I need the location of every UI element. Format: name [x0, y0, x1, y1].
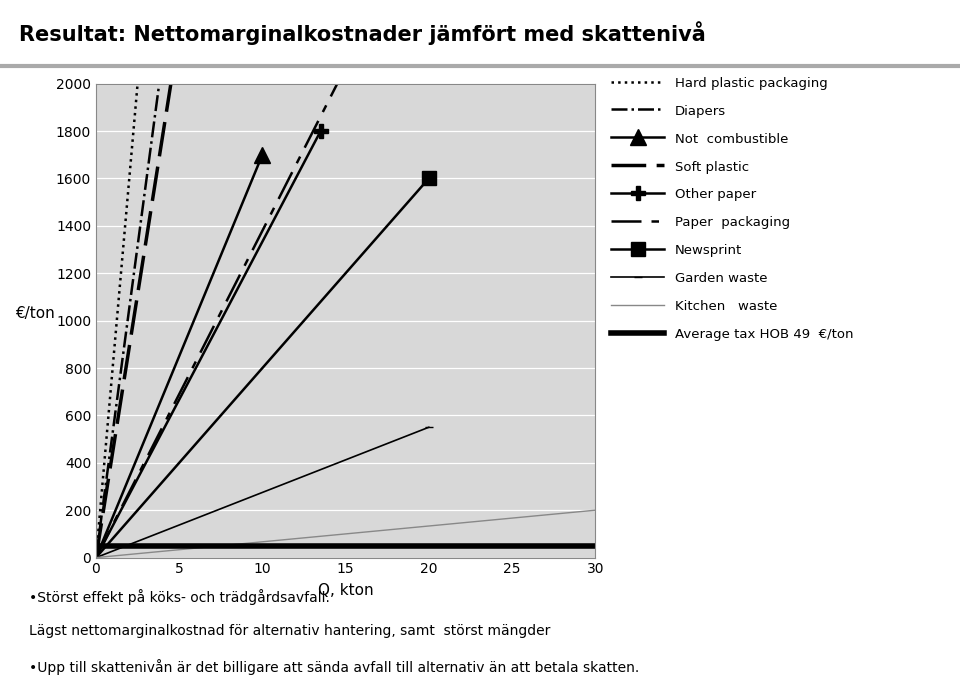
Text: Resultat: Nettomarginalkostnader jämfört med skattenivå: Resultat: Nettomarginalkostnader jämfört… — [19, 21, 706, 45]
Y-axis label: €/ton: €/ton — [15, 305, 55, 321]
Legend: Hard plastic packaging, Diapers, Not  combustible, Soft plastic, Other paper, Pa: Hard plastic packaging, Diapers, Not com… — [612, 76, 853, 341]
Text: Lägst nettomarginalkostnad för alternativ hantering, samt  störst mängder: Lägst nettomarginalkostnad för alternati… — [29, 624, 550, 638]
X-axis label: Q, kton: Q, kton — [318, 583, 373, 599]
Text: •Störst effekt på köks- och trädgårdsavfall.: •Störst effekt på köks- och trädgårdsavf… — [29, 589, 329, 605]
Text: •Upp till skattenivån är det billigare att sända avfall till alternativ än att b: •Upp till skattenivån är det billigare a… — [29, 659, 639, 675]
